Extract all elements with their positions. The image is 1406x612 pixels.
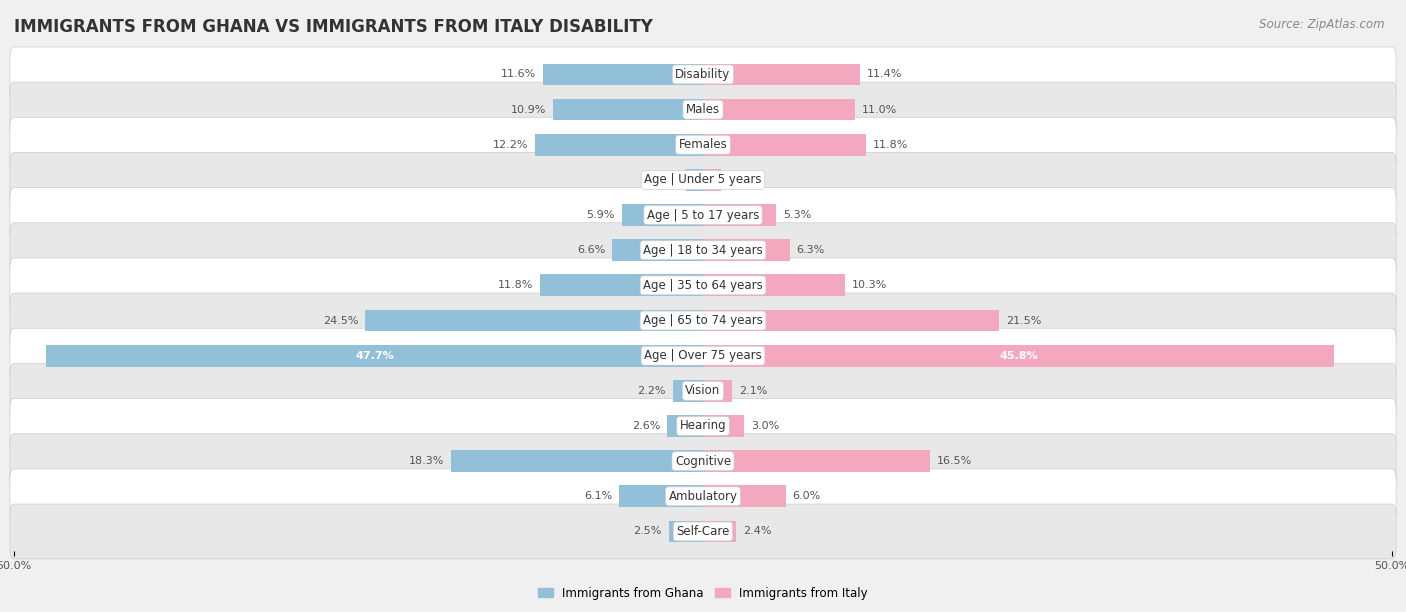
Text: 11.0%: 11.0%: [862, 105, 897, 114]
FancyBboxPatch shape: [10, 223, 1396, 278]
Text: 11.4%: 11.4%: [868, 69, 903, 80]
Bar: [553, 99, 703, 121]
Text: Age | Under 5 years: Age | Under 5 years: [644, 173, 762, 187]
Text: 3.0%: 3.0%: [751, 421, 779, 431]
Bar: [612, 239, 703, 261]
FancyBboxPatch shape: [10, 293, 1396, 348]
Text: 24.5%: 24.5%: [323, 316, 359, 326]
Text: 1.3%: 1.3%: [728, 175, 756, 185]
Bar: [621, 204, 703, 226]
Bar: [703, 204, 776, 226]
Text: 6.3%: 6.3%: [797, 245, 825, 255]
Bar: [46, 345, 703, 367]
Text: 11.8%: 11.8%: [873, 140, 908, 150]
Text: Disability: Disability: [675, 68, 731, 81]
Bar: [543, 64, 703, 85]
FancyBboxPatch shape: [10, 82, 1396, 137]
Bar: [669, 521, 703, 542]
Text: Age | 18 to 34 years: Age | 18 to 34 years: [643, 244, 763, 256]
Text: Males: Males: [686, 103, 720, 116]
Text: 47.7%: 47.7%: [354, 351, 394, 360]
FancyBboxPatch shape: [10, 188, 1396, 242]
Text: 5.3%: 5.3%: [783, 210, 811, 220]
Bar: [703, 64, 860, 85]
Text: 2.6%: 2.6%: [631, 421, 661, 431]
Text: Age | 35 to 64 years: Age | 35 to 64 years: [643, 279, 763, 292]
Bar: [703, 345, 1334, 367]
FancyBboxPatch shape: [10, 118, 1396, 172]
FancyBboxPatch shape: [10, 469, 1396, 524]
FancyBboxPatch shape: [10, 398, 1396, 453]
Text: 12.2%: 12.2%: [492, 140, 529, 150]
Text: Age | Over 75 years: Age | Over 75 years: [644, 349, 762, 362]
Bar: [703, 239, 790, 261]
Text: 2.4%: 2.4%: [742, 526, 772, 537]
Bar: [703, 310, 1000, 332]
Text: Females: Females: [679, 138, 727, 151]
Legend: Immigrants from Ghana, Immigrants from Italy: Immigrants from Ghana, Immigrants from I…: [534, 582, 872, 605]
Text: 2.1%: 2.1%: [738, 386, 768, 396]
Text: 1.2%: 1.2%: [651, 175, 679, 185]
Text: 45.8%: 45.8%: [1000, 351, 1038, 360]
FancyBboxPatch shape: [10, 152, 1396, 207]
Text: 6.6%: 6.6%: [576, 245, 605, 255]
FancyBboxPatch shape: [10, 328, 1396, 383]
Text: Cognitive: Cognitive: [675, 455, 731, 468]
Bar: [534, 134, 703, 155]
Text: Hearing: Hearing: [679, 419, 727, 433]
Text: 2.5%: 2.5%: [633, 526, 662, 537]
Bar: [703, 99, 855, 121]
Text: IMMIGRANTS FROM GHANA VS IMMIGRANTS FROM ITALY DISABILITY: IMMIGRANTS FROM GHANA VS IMMIGRANTS FROM…: [14, 18, 652, 36]
Bar: [703, 521, 737, 542]
Text: 18.3%: 18.3%: [409, 456, 444, 466]
Text: 21.5%: 21.5%: [1007, 316, 1042, 326]
Bar: [668, 415, 703, 437]
Text: 6.0%: 6.0%: [793, 491, 821, 501]
Bar: [672, 380, 703, 401]
FancyBboxPatch shape: [10, 47, 1396, 102]
Text: 11.8%: 11.8%: [498, 280, 533, 290]
Bar: [703, 415, 744, 437]
Bar: [686, 169, 703, 191]
Bar: [451, 450, 703, 472]
FancyBboxPatch shape: [10, 364, 1396, 418]
Text: Age | 65 to 74 years: Age | 65 to 74 years: [643, 314, 763, 327]
Text: 2.2%: 2.2%: [637, 386, 666, 396]
Text: Ambulatory: Ambulatory: [668, 490, 738, 503]
Text: 16.5%: 16.5%: [938, 456, 973, 466]
FancyBboxPatch shape: [10, 258, 1396, 313]
Bar: [703, 134, 866, 155]
FancyBboxPatch shape: [10, 504, 1396, 559]
Text: 5.9%: 5.9%: [586, 210, 614, 220]
Bar: [703, 380, 733, 401]
Text: 11.6%: 11.6%: [501, 69, 536, 80]
Bar: [703, 450, 931, 472]
Text: Age | 5 to 17 years: Age | 5 to 17 years: [647, 209, 759, 222]
Bar: [366, 310, 703, 332]
FancyBboxPatch shape: [10, 434, 1396, 488]
Bar: [703, 485, 786, 507]
Bar: [619, 485, 703, 507]
Bar: [703, 274, 845, 296]
Text: 10.9%: 10.9%: [510, 105, 546, 114]
Text: 10.3%: 10.3%: [852, 280, 887, 290]
Text: Vision: Vision: [685, 384, 721, 397]
Bar: [540, 274, 703, 296]
Bar: [703, 169, 721, 191]
Text: Source: ZipAtlas.com: Source: ZipAtlas.com: [1260, 18, 1385, 31]
Text: Self-Care: Self-Care: [676, 525, 730, 538]
Text: 6.1%: 6.1%: [583, 491, 612, 501]
